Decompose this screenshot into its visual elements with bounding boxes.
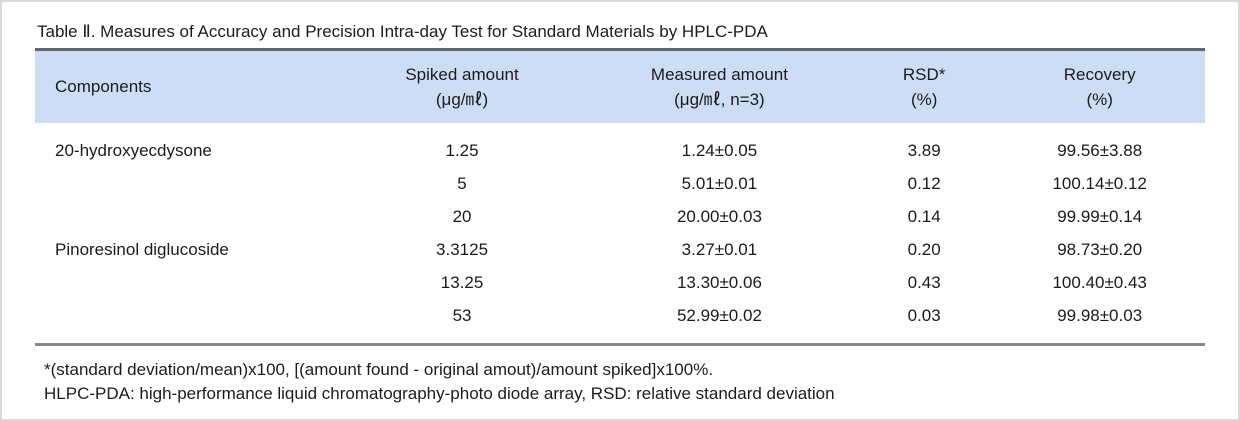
accuracy-precision-table: Components Spiked amount (μg/㎖) Measured…	[35, 48, 1205, 346]
col-header-recovery-label: Recovery	[1063, 64, 1136, 84]
table-row: Pinoresinol diglucoside 3.3125 3.27±0.01…	[35, 234, 1205, 267]
header-row: Components Spiked amount (μg/㎖) Measured…	[35, 49, 1205, 123]
col-header-measured-amount: Measured amount (μg/㎖, n=3)	[585, 50, 854, 123]
cell-component	[35, 267, 339, 300]
cell-component: 20-hydroxyecdysone	[55, 141, 212, 160]
cell-rsd: 0.03	[907, 306, 941, 325]
cell-recovery: 100.14±0.12	[1052, 174, 1147, 193]
cell-measured: 5.01±0.01	[681, 174, 758, 193]
col-header-spiked-amount: Spiked amount (μg/㎖)	[339, 50, 585, 123]
table-row: 53 52.99±0.02 0.03 99.98±0.03	[35, 300, 1205, 345]
table-footnotes: *(standard deviation/mean)x100, [(amount…	[44, 358, 1205, 406]
col-header-rsd: RSD* (%)	[854, 50, 994, 123]
cell-measured: 1.24±0.05	[681, 141, 758, 160]
cell-recovery: 99.56±3.88	[1057, 141, 1143, 160]
cell-component	[35, 201, 339, 234]
col-header-rsd-label: RSD*	[902, 64, 946, 84]
col-header-spiked-label: Spiked amount	[405, 64, 519, 84]
table-row: 5 5.01±0.01 0.12 100.14±0.12	[35, 168, 1205, 201]
cell-spiked: 20	[452, 207, 472, 226]
cell-measured: 20.00±0.03	[676, 207, 762, 226]
cell-component: Pinoresinol diglucoside	[55, 240, 229, 259]
cell-rsd: 0.12	[907, 174, 941, 193]
cell-component	[35, 300, 339, 345]
cell-spiked: 13.25	[440, 273, 484, 292]
table-row: 20 20.00±0.03 0.14 99.99±0.14	[35, 201, 1205, 234]
cell-spiked: 3.3125	[436, 240, 489, 259]
cell-measured: 52.99±0.02	[676, 306, 762, 325]
table-row: 13.25 13.30±0.06 0.43 100.40±0.43	[35, 267, 1205, 300]
footnote-abbreviations: HLPC-PDA: high-performance liquid chroma…	[44, 383, 835, 403]
col-header-recovery-unit: (%)	[1086, 89, 1113, 109]
table-row: 20-hydroxyecdysone 1.25 1.24±0.05 3.89 9…	[35, 123, 1205, 168]
cell-spiked: 53	[452, 306, 472, 325]
col-header-components-label: Components	[55, 77, 152, 97]
col-header-components: Components	[35, 50, 339, 123]
cell-recovery: 99.99±0.14	[1057, 207, 1143, 226]
cell-rsd: 0.43	[907, 273, 941, 292]
col-header-measured-label: Measured amount	[650, 64, 788, 84]
col-header-recovery: Recovery (%)	[994, 50, 1205, 123]
col-header-measured-unit: (μg/㎖, n=3)	[674, 89, 765, 109]
table-body: 20-hydroxyecdysone 1.25 1.24±0.05 3.89 9…	[35, 123, 1205, 345]
cell-rsd: 3.89	[907, 141, 941, 160]
table-title: Table Ⅱ. Measures of Accuracy and Precis…	[37, 22, 768, 41]
cell-spiked: 5	[457, 174, 467, 193]
cell-spiked: 1.25	[445, 141, 479, 160]
footnote-rsd-recovery-definition: *(standard deviation/mean)x100, [(amount…	[44, 359, 714, 379]
cell-component	[35, 168, 339, 201]
cell-recovery: 99.98±0.03	[1057, 306, 1143, 325]
col-header-spiked-unit: (μg/㎖)	[435, 89, 489, 109]
table-header: Components Spiked amount (μg/㎖) Measured…	[35, 49, 1205, 123]
cell-measured: 3.27±0.01	[681, 240, 758, 259]
cell-recovery: 98.73±0.20	[1057, 240, 1143, 259]
cell-recovery: 100.40±0.43	[1052, 273, 1147, 292]
cell-rsd: 0.20	[907, 240, 941, 259]
cell-measured: 13.30±0.06	[676, 273, 762, 292]
cell-rsd: 0.14	[907, 207, 941, 226]
col-header-rsd-unit: (%)	[910, 89, 938, 109]
